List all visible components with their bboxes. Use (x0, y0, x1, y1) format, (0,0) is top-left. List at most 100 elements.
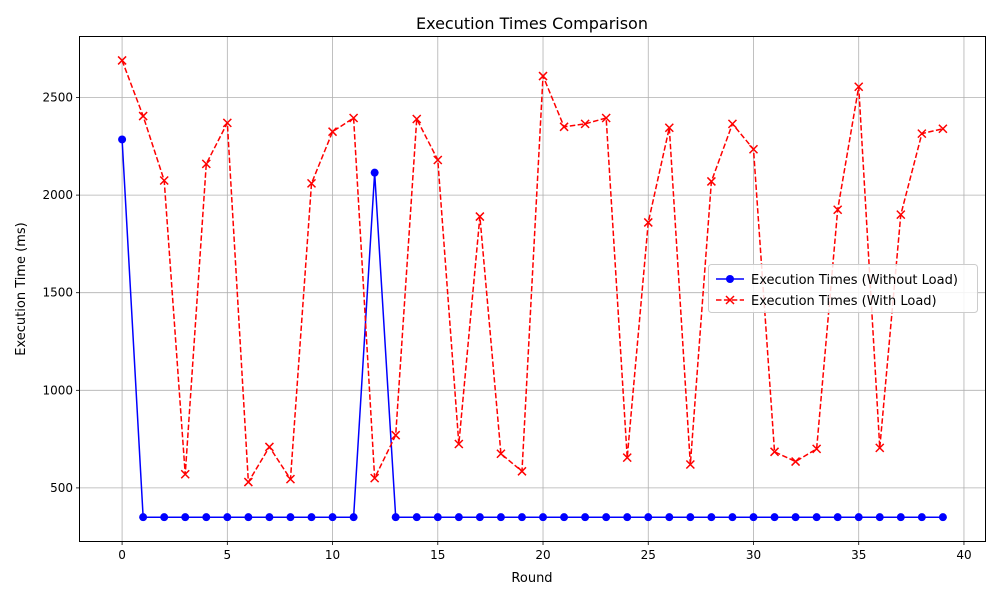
data-point-with-load (222, 118, 232, 128)
x-tick-label: 15 (430, 548, 445, 562)
series-layer (117, 55, 948, 522)
data-point-without-load (349, 513, 358, 522)
y-tick-label: 1000 (42, 383, 73, 397)
x-tick-label: 25 (641, 548, 656, 562)
y-tick-label: 2000 (42, 188, 73, 202)
y-tick-label: 500 (50, 481, 73, 495)
x-tick-label: 35 (851, 548, 866, 562)
data-point-without-load (728, 513, 737, 522)
data-point-without-load (475, 513, 484, 522)
data-point-without-load (602, 513, 611, 522)
legend-label-with-load: Execution Times (With Load) (751, 294, 937, 309)
legend: Execution Times (Without Load) Execution… (708, 264, 978, 313)
data-point-with-load (643, 217, 653, 227)
y-axis-ticks: 500 1000 1500 2000 2500 (42, 91, 80, 495)
data-point-without-load (686, 513, 695, 522)
data-point-with-load (517, 466, 527, 476)
data-point-without-load (181, 513, 190, 522)
data-point-with-load (875, 443, 885, 453)
data-point-without-load (433, 513, 442, 522)
x-tick-label: 40 (956, 548, 971, 562)
data-point-without-load (875, 513, 884, 522)
data-point-with-load (938, 124, 948, 134)
data-point-with-load (559, 122, 569, 132)
data-point-with-load (180, 469, 190, 479)
data-point-with-load (412, 114, 422, 124)
y-tick-label: 1500 (42, 286, 73, 300)
series-line-without-load (121, 139, 943, 518)
data-point-with-load (538, 71, 548, 81)
data-point-without-load (581, 513, 590, 522)
data-point-with-load (349, 113, 359, 123)
x-tick-label: 20 (535, 548, 550, 562)
data-point-without-load (749, 513, 758, 522)
data-point-with-load (496, 449, 506, 459)
data-point-with-load (580, 119, 590, 129)
data-point-without-load (896, 513, 905, 522)
data-point-without-load (623, 513, 632, 522)
data-point-with-load (117, 55, 127, 65)
data-point-with-load (601, 113, 611, 123)
data-point-without-load (812, 513, 821, 522)
legend-marker-with-load (725, 295, 735, 305)
series-line-with-load (121, 60, 944, 483)
data-point-with-load (770, 447, 780, 457)
data-point-without-load (833, 513, 842, 522)
x-tick-label: 10 (325, 548, 340, 562)
data-point-with-load (854, 82, 864, 92)
y-axis-label: Execution Time (ms) (14, 222, 29, 355)
data-point-without-load (707, 513, 716, 522)
data-point-with-load (328, 127, 338, 137)
data-point-with-load (201, 159, 211, 169)
data-point-without-load (265, 513, 274, 522)
data-point-with-load (664, 123, 674, 133)
data-point-with-load (306, 178, 317, 188)
series-with-load (117, 55, 948, 487)
data-point-with-load (138, 111, 148, 121)
data-point-without-load (370, 168, 379, 177)
data-point-without-load (454, 513, 463, 522)
data-point-without-load (938, 513, 947, 522)
data-point-without-load (307, 513, 316, 522)
data-point-without-load (139, 513, 148, 522)
data-point-with-load (391, 430, 401, 440)
data-point-with-load (917, 129, 927, 139)
x-tick-label: 0 (118, 548, 126, 562)
grid (80, 37, 985, 541)
x-tick-label: 5 (224, 548, 232, 562)
data-point-with-load (685, 459, 695, 470)
x-axis-label: Round (511, 571, 552, 586)
data-point-with-load (475, 212, 485, 222)
chart-title: Execution Times Comparison (416, 14, 648, 33)
data-point-without-load (496, 513, 505, 522)
data-point-without-load (560, 513, 569, 522)
data-point-without-load (539, 513, 548, 522)
data-point-with-load (243, 477, 253, 487)
data-point-with-load (454, 439, 464, 449)
data-point-with-load (706, 176, 716, 186)
data-point-with-load (833, 205, 843, 215)
data-point-with-load (896, 210, 906, 220)
data-point-with-load (791, 457, 801, 467)
data-point-without-load (854, 513, 863, 522)
data-point-without-load (202, 513, 211, 522)
legend-marker-without-load (726, 275, 734, 283)
x-tick-label: 30 (746, 548, 761, 562)
legend-box (708, 264, 978, 313)
data-point-without-load (286, 513, 295, 522)
data-point-with-load (264, 442, 274, 452)
x-axis-ticks: 0 5 10 15 20 25 30 35 40 (118, 541, 972, 562)
y-tick-label: 2500 (42, 91, 73, 105)
data-point-without-load (770, 513, 779, 522)
legend-label-without-load: Execution Times (Without Load) (751, 273, 958, 288)
data-point-without-load (328, 513, 337, 522)
data-point-without-load (118, 135, 127, 144)
data-point-without-load (223, 513, 232, 522)
data-point-with-load (285, 474, 295, 484)
data-point-without-load (665, 513, 674, 522)
data-point-with-load (433, 155, 443, 165)
data-point-with-load (370, 473, 380, 483)
data-point-without-load (791, 513, 800, 522)
data-point-with-load (622, 453, 632, 463)
plot-frame (79, 36, 986, 542)
